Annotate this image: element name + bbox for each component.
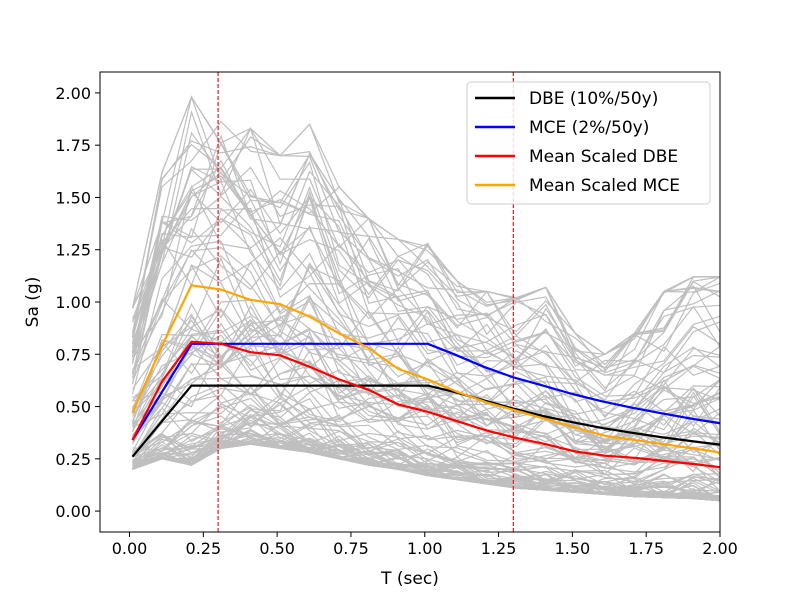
- series-lines: [131, 284, 720, 469]
- y-axis-ticks: 0.00 0.25 0.50 0.75 1.00 1.25 1.50 1.75 2.00: [55, 84, 100, 521]
- x-tick-label: 0.50: [259, 539, 295, 558]
- record-line: [131, 171, 720, 372]
- record-line: [131, 131, 720, 366]
- reference-lines: [217, 72, 514, 532]
- record-line: [131, 319, 720, 442]
- y-tick-label: 1.75: [55, 136, 91, 155]
- record-line: [132, 438, 720, 492]
- record-line: [131, 141, 720, 397]
- record-line: [131, 134, 720, 384]
- y-tick-label: 2.00: [55, 84, 91, 103]
- record-line: [132, 435, 720, 500]
- record-line: [132, 362, 720, 479]
- y-tick-label: 0.25: [55, 450, 91, 469]
- y-axis-title: Sa (g): [23, 277, 43, 328]
- legend-label: Mean Scaled MCE: [529, 176, 680, 196]
- record-line: [131, 261, 720, 432]
- y-tick-label: 1.50: [55, 188, 91, 207]
- legend-label: DBE (10%/50y): [529, 89, 658, 109]
- record-line: [131, 175, 720, 415]
- record-line: [131, 339, 720, 475]
- series-line: [131, 284, 720, 454]
- record-line: [131, 190, 720, 403]
- record-line: [131, 327, 720, 426]
- x-tick-label: 0.25: [186, 539, 222, 558]
- x-tick-label: 0.00: [112, 539, 148, 558]
- y-tick-label: 1.00: [55, 293, 91, 312]
- x-tick-label: 0.75: [333, 539, 369, 558]
- series-line: [131, 384, 720, 458]
- legend-label: MCE (2%/50y): [529, 118, 649, 138]
- y-tick-label: 1.25: [55, 241, 91, 260]
- record-line: [131, 95, 720, 356]
- record-line: [131, 159, 720, 376]
- record-line: [132, 425, 720, 492]
- record-line: [132, 433, 720, 492]
- x-axis-title: T (sec): [380, 569, 439, 589]
- record-line: [132, 430, 720, 502]
- series-line: [131, 340, 720, 469]
- x-axis-ticks: 0.00 0.25 0.50 0.75 1.00 1.25 1.50 1.75 2.00: [112, 532, 738, 558]
- x-tick-label: 1.25: [481, 539, 517, 558]
- series-line: [131, 342, 720, 441]
- y-tick-label: 0.75: [55, 345, 91, 364]
- record-line: [131, 237, 720, 417]
- x-tick-label: 1.00: [407, 539, 443, 558]
- x-tick-label: 1.75: [628, 539, 664, 558]
- legend-box: [466, 81, 711, 205]
- legend-label: Mean Scaled DBE: [529, 147, 678, 167]
- y-tick-label: 0.50: [55, 398, 91, 417]
- record-line: [132, 375, 720, 461]
- background-records: [131, 94, 720, 502]
- record-line: [131, 188, 720, 377]
- x-tick-label: 1.50: [555, 539, 591, 558]
- legend: DBE (10%/50y) MCE (2%/50y) Mean Scaled DBE…: [466, 81, 711, 205]
- record-line: [131, 110, 720, 374]
- record-line: [132, 342, 720, 444]
- y-tick-label: 0.00: [55, 502, 91, 521]
- record-line: [131, 120, 720, 355]
- record-line: [131, 385, 720, 496]
- x-tick-label: 2.00: [702, 539, 738, 558]
